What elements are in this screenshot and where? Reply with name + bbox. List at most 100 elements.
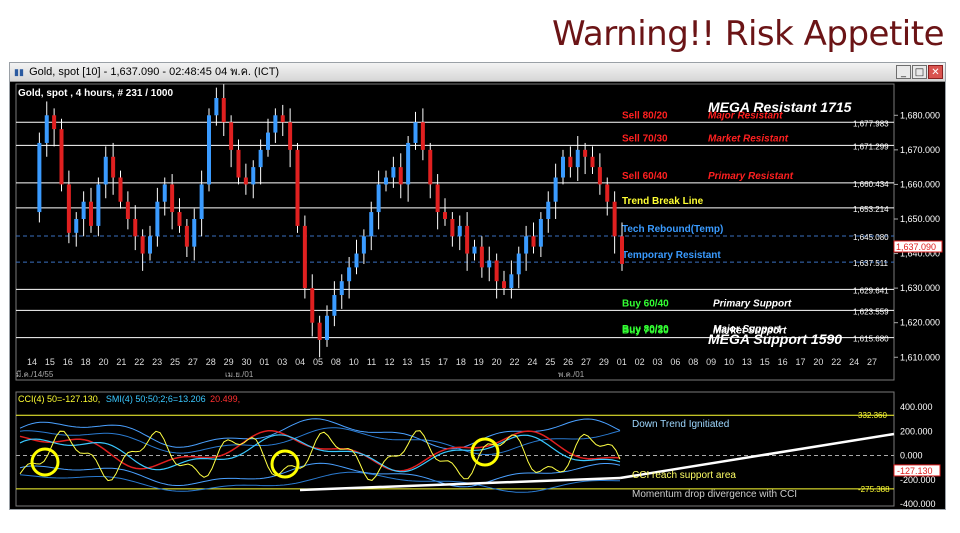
- candle-body: [302, 225, 307, 289]
- minimize-button[interactable]: _: [896, 65, 911, 79]
- price-tick-label: 1,660.000: [900, 179, 940, 189]
- date-label: 20: [813, 357, 823, 367]
- date-label: 01: [259, 357, 269, 367]
- level-label-0: Sell 80/20: [622, 110, 668, 121]
- candle-body: [509, 274, 514, 289]
- indicator-header: CCI(4) 50=-127.130, SMI(4) 50;50;2;6=13.…: [18, 394, 240, 404]
- candle-body: [590, 156, 595, 168]
- level-value-1: 1,671.299: [853, 142, 889, 151]
- date-label: 24: [527, 357, 537, 367]
- candle-body: [354, 253, 359, 268]
- level-desc-7: Primary Support: [713, 298, 792, 309]
- level-label-3: Trend Break Line: [622, 196, 704, 207]
- mega-support-label: MEGA Support 1590: [708, 331, 842, 347]
- close-button[interactable]: ✕: [928, 65, 943, 79]
- candle-body: [561, 156, 565, 178]
- candle-body: [472, 246, 477, 254]
- candle-body: [133, 218, 138, 237]
- date-label: 17: [796, 357, 806, 367]
- level-desc-8: Market Support: [713, 326, 787, 337]
- candle-body: [177, 212, 182, 226]
- candle-body: [118, 177, 123, 202]
- month-axis: มี.ค./14/55 เม.ย./01 พ.ค./01: [16, 370, 585, 379]
- date-label: 16: [778, 357, 788, 367]
- date-label: 10: [724, 357, 734, 367]
- cci-line: [19, 430, 621, 482]
- smi-header: SMI(4) 50;50;2;6=13.206: [106, 394, 206, 404]
- level-lines: 1,677.983 Sell 80/20 Major Resistant 1,671.…: [16, 110, 894, 344]
- date-label: 14: [27, 357, 37, 367]
- date-label: 08: [331, 357, 341, 367]
- month-label: มี.ค./14/55: [16, 370, 54, 379]
- candle-body: [310, 288, 315, 323]
- date-label: 28: [206, 357, 216, 367]
- window-title: Gold, spot [10] - 1,637.090 - 02:48:45 0…: [29, 66, 280, 78]
- cci-current-box: [893, 464, 941, 477]
- candle-body: [538, 218, 543, 247]
- candle-body: [332, 295, 337, 316]
- candle-body: [398, 167, 403, 185]
- candle-body: [516, 253, 521, 275]
- smi-red-line: [19, 430, 621, 472]
- smi-band-upper: [19, 418, 621, 450]
- indicator-tick-label: 0.000: [900, 451, 923, 461]
- window-titlebar[interactable]: ▮▮ Gold, spot [10] - 1,637.090 - 02:48:4…: [10, 63, 945, 82]
- date-label: 27: [867, 357, 877, 367]
- price-candles: [37, 84, 624, 358]
- smi-band-lower: [19, 462, 621, 488]
- date-label: 03: [653, 357, 663, 367]
- maximize-button[interactable]: □: [912, 65, 927, 79]
- level-label-7: Buy 60/40: [622, 298, 669, 309]
- price-tick-label: 1,670.000: [900, 145, 940, 155]
- date-label: 02: [635, 357, 645, 367]
- current-price-box: [893, 240, 943, 253]
- date-label: 09: [706, 357, 716, 367]
- cci-support-trendline: [619, 432, 895, 480]
- level-value-5: 1,637.511: [853, 259, 889, 268]
- date-label: 19: [474, 357, 484, 367]
- price-axis: 1,680.000 1,670.000 1,660.000 1,650.000 1,64…: [894, 110, 940, 362]
- candle-body: [214, 98, 219, 116]
- date-label: 13: [402, 357, 412, 367]
- chart-window[interactable]: ▮▮ Gold, spot [10] - 1,637.090 - 02:48:4…: [9, 62, 946, 510]
- date-label: 20: [492, 357, 502, 367]
- candle-body: [89, 201, 93, 226]
- candle-body: [502, 281, 506, 289]
- date-label: 05: [313, 357, 323, 367]
- current-price-label: 1,637.090: [896, 242, 936, 252]
- level-value-2: 1,660.434: [853, 180, 889, 189]
- candle-body: [148, 236, 152, 254]
- smi-cyan-line: [19, 434, 621, 473]
- candle-body: [435, 184, 440, 213]
- month-label: เม.ย./01: [225, 370, 254, 379]
- chart-area[interactable]: Gold, spot , 4 hours, # 231 / 1000 1,677…: [10, 82, 945, 509]
- cci-header: CCI(4) 50=-127.130,: [18, 394, 100, 404]
- date-label: 25: [170, 357, 180, 367]
- cci-support-trendline-2: [299, 476, 621, 492]
- candle-body: [74, 218, 79, 233]
- indicator-axis: 400.000 200.000 0.000 -200.000 -400.000: [900, 402, 936, 509]
- candle-body: [184, 225, 189, 247]
- candle-body: [199, 184, 204, 219]
- candle-body: [413, 122, 418, 143]
- candle-body: [66, 184, 71, 233]
- candle-body: [597, 167, 602, 185]
- mega-resistant-label: MEGA Resistant 1715: [708, 99, 852, 115]
- level-label-8: Buy 70/30: [622, 326, 669, 337]
- level-label-2: Sell 60/40: [622, 171, 668, 182]
- cci-upper-value: 332.360: [858, 411, 887, 420]
- price-tick-label: 1,640.000: [900, 249, 940, 259]
- candle-body: [52, 115, 57, 130]
- cci-current-label: -127.130: [897, 466, 933, 476]
- month-label: พ.ค./01: [558, 370, 585, 379]
- price-tick-label: 1,620.000: [900, 318, 940, 328]
- candle-body: [111, 156, 116, 178]
- date-label: 29: [599, 357, 609, 367]
- level-desc-0: Major Resistant: [708, 110, 783, 121]
- indicator-tick-label: 200.000: [900, 426, 933, 436]
- candle-body: [162, 184, 167, 202]
- level-value-7: 1,623.559: [853, 307, 889, 316]
- price-tick-label: 1,610.000: [900, 352, 940, 362]
- candle-body: [620, 236, 624, 264]
- date-label: 30: [241, 357, 251, 367]
